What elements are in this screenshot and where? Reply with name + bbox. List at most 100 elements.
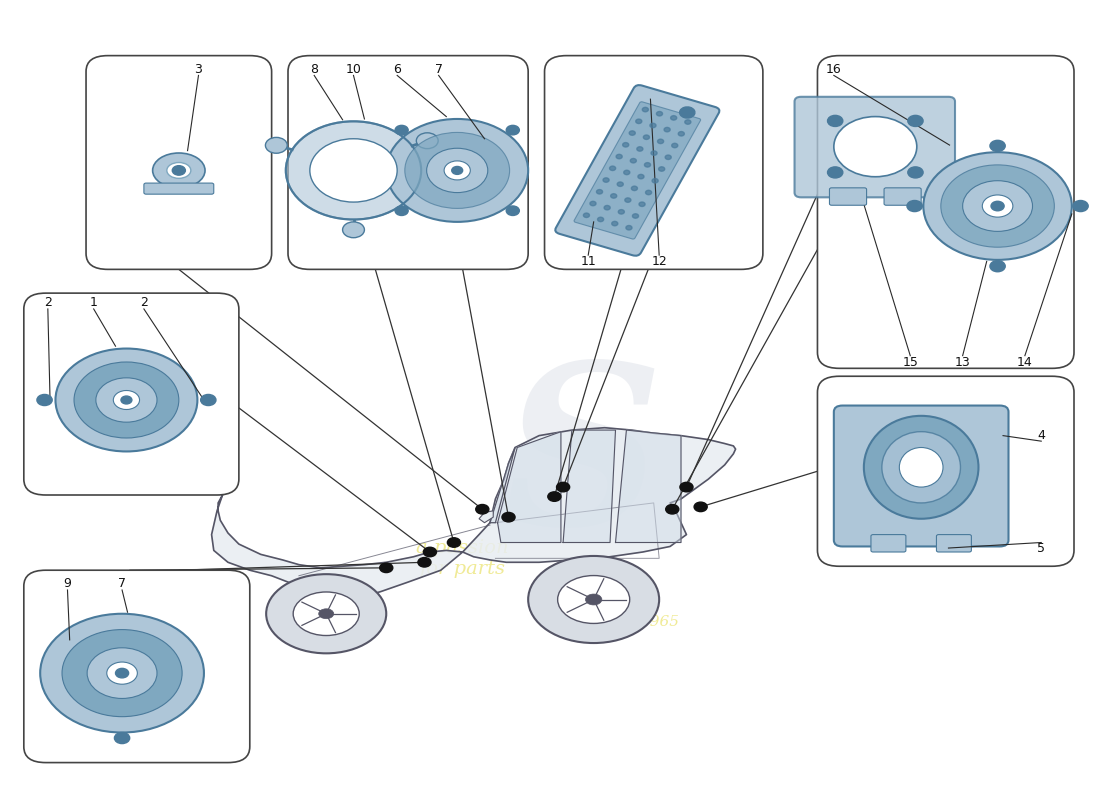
Circle shape (557, 482, 570, 492)
Text: 16: 16 (826, 62, 842, 75)
Circle shape (55, 349, 197, 451)
Circle shape (664, 127, 670, 132)
Ellipse shape (585, 594, 602, 605)
Circle shape (659, 166, 664, 171)
Circle shape (286, 122, 421, 219)
FancyBboxPatch shape (817, 56, 1074, 368)
FancyBboxPatch shape (936, 534, 971, 552)
FancyBboxPatch shape (144, 183, 213, 194)
Text: 6: 6 (393, 62, 402, 75)
Circle shape (310, 138, 397, 202)
Circle shape (379, 563, 393, 573)
Polygon shape (490, 447, 515, 522)
Circle shape (113, 390, 140, 410)
Circle shape (632, 214, 639, 218)
Circle shape (694, 502, 707, 512)
Circle shape (671, 116, 676, 120)
Circle shape (200, 394, 216, 406)
Circle shape (74, 362, 179, 438)
Ellipse shape (864, 416, 979, 518)
Circle shape (657, 111, 662, 116)
Circle shape (583, 213, 590, 218)
Circle shape (645, 162, 650, 167)
Text: 12: 12 (651, 255, 667, 268)
Circle shape (652, 178, 658, 183)
Text: S: S (503, 355, 663, 571)
FancyBboxPatch shape (884, 188, 921, 206)
FancyBboxPatch shape (556, 85, 719, 256)
Text: 14: 14 (1018, 355, 1033, 369)
Circle shape (834, 117, 916, 177)
Circle shape (618, 210, 625, 214)
Circle shape (624, 170, 630, 174)
Polygon shape (616, 430, 681, 542)
Text: since 1965: since 1965 (595, 614, 680, 629)
Circle shape (666, 155, 671, 159)
Circle shape (416, 133, 438, 149)
Polygon shape (211, 428, 736, 599)
Circle shape (639, 202, 645, 206)
Circle shape (603, 178, 609, 182)
Circle shape (596, 190, 603, 194)
FancyBboxPatch shape (86, 56, 272, 270)
Circle shape (982, 195, 1013, 217)
Circle shape (1072, 201, 1088, 211)
Ellipse shape (153, 153, 205, 188)
Circle shape (908, 167, 923, 178)
Circle shape (680, 107, 695, 118)
Circle shape (644, 135, 649, 139)
Text: 7: 7 (434, 62, 442, 75)
Ellipse shape (294, 592, 360, 635)
Circle shape (991, 202, 1004, 210)
FancyBboxPatch shape (574, 102, 701, 239)
FancyBboxPatch shape (794, 97, 955, 198)
Circle shape (548, 492, 561, 502)
Circle shape (923, 152, 1071, 260)
FancyBboxPatch shape (24, 293, 239, 495)
Circle shape (623, 142, 629, 147)
FancyBboxPatch shape (871, 534, 906, 552)
Circle shape (679, 131, 684, 136)
Circle shape (612, 222, 618, 226)
Polygon shape (497, 432, 561, 542)
Circle shape (908, 201, 922, 211)
Circle shape (386, 119, 528, 222)
Text: 13: 13 (955, 355, 970, 369)
Circle shape (448, 538, 461, 547)
Circle shape (418, 558, 431, 567)
Circle shape (625, 198, 631, 202)
Text: 15: 15 (902, 355, 918, 369)
Circle shape (609, 166, 616, 170)
Text: 2: 2 (140, 296, 147, 309)
Polygon shape (563, 430, 616, 542)
Text: 4: 4 (1037, 429, 1045, 442)
Ellipse shape (319, 609, 333, 618)
Circle shape (502, 513, 515, 522)
Circle shape (395, 206, 408, 215)
Circle shape (827, 115, 843, 126)
Text: 7: 7 (118, 577, 127, 590)
Circle shape (940, 165, 1054, 247)
Circle shape (476, 505, 488, 514)
Circle shape (114, 733, 130, 743)
Circle shape (121, 396, 132, 404)
Circle shape (506, 206, 519, 215)
Circle shape (658, 139, 663, 143)
Circle shape (666, 505, 679, 514)
FancyBboxPatch shape (288, 56, 528, 270)
Polygon shape (478, 511, 493, 522)
Circle shape (642, 107, 648, 112)
Circle shape (62, 630, 183, 717)
Ellipse shape (167, 162, 190, 178)
Circle shape (452, 166, 463, 174)
Text: 2: 2 (44, 296, 52, 309)
Circle shape (590, 202, 596, 206)
Circle shape (616, 154, 623, 158)
Text: 9: 9 (64, 577, 72, 590)
Circle shape (651, 151, 657, 155)
Circle shape (638, 174, 644, 179)
Circle shape (604, 206, 611, 210)
Circle shape (629, 131, 636, 135)
Circle shape (506, 126, 519, 135)
Circle shape (646, 190, 651, 194)
